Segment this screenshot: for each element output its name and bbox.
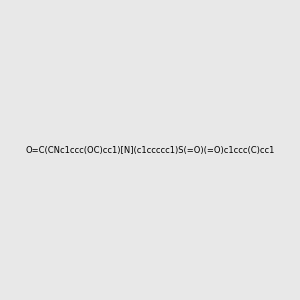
Text: O=C(CNc1ccc(OC)cc1)[N](c1ccccc1)S(=O)(=O)c1ccc(C)cc1: O=C(CNc1ccc(OC)cc1)[N](c1ccccc1)S(=O)(=O… xyxy=(25,146,275,154)
